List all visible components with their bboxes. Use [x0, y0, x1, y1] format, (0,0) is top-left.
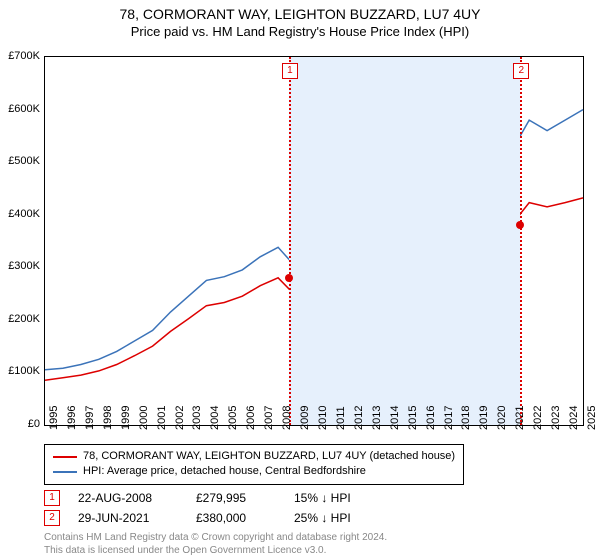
chart-title: 78, CORMORANT WAY, LEIGHTON BUZZARD, LU7…: [0, 0, 600, 22]
footer-line: Contains HM Land Registry data © Crown c…: [44, 532, 387, 545]
sale-marker: 1: [44, 490, 60, 506]
sale-price: £380,000: [196, 511, 276, 525]
legend-swatch-blue: [53, 471, 77, 473]
legend-item: 78, CORMORANT WAY, LEIGHTON BUZZARD, LU7…: [53, 449, 455, 464]
chart-container: 78, CORMORANT WAY, LEIGHTON BUZZARD, LU7…: [0, 0, 600, 560]
sale-date: 22-AUG-2008: [78, 491, 178, 505]
sale-row: 2 29-JUN-2021 £380,000 25% ↓ HPI: [44, 510, 351, 526]
legend-item: HPI: Average price, detached house, Cent…: [53, 464, 455, 479]
sale-date: 29-JUN-2021: [78, 511, 178, 525]
plot-area: 12: [44, 56, 584, 426]
sale-delta: 15% ↓ HPI: [294, 491, 351, 505]
legend-label: 78, CORMORANT WAY, LEIGHTON BUZZARD, LU7…: [83, 449, 455, 464]
sales-table: 1 22-AUG-2008 £279,995 15% ↓ HPI 2 29-JU…: [44, 490, 351, 530]
attribution: Contains HM Land Registry data © Crown c…: [44, 532, 387, 557]
sale-row: 1 22-AUG-2008 £279,995 15% ↓ HPI: [44, 490, 351, 506]
chart-subtitle: Price paid vs. HM Land Registry's House …: [0, 22, 600, 45]
legend: 78, CORMORANT WAY, LEIGHTON BUZZARD, LU7…: [44, 444, 464, 485]
footer-line: This data is licensed under the Open Gov…: [44, 545, 387, 558]
sale-marker: 2: [44, 510, 60, 526]
sale-price: £279,995: [196, 491, 276, 505]
legend-swatch-red: [53, 456, 77, 458]
sale-delta: 25% ↓ HPI: [294, 511, 351, 525]
legend-label: HPI: Average price, detached house, Cent…: [83, 464, 366, 479]
